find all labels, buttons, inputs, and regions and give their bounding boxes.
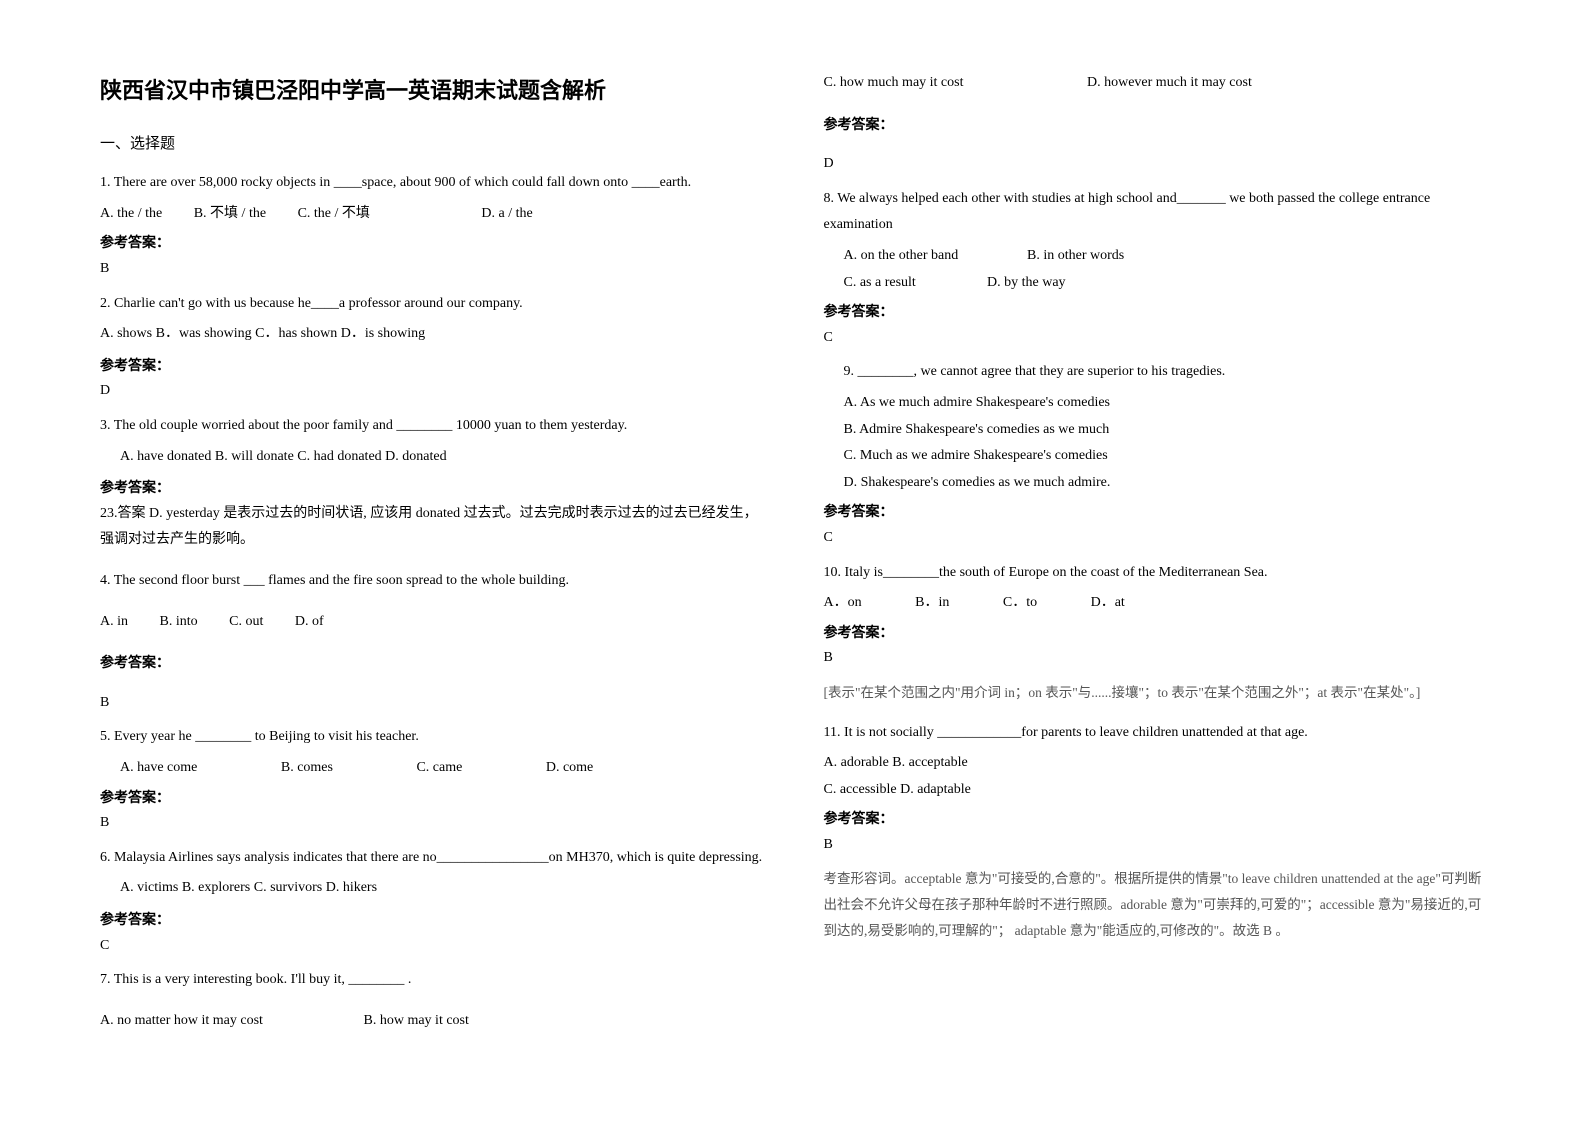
q1-opt-b: B. 不填 / the [194, 201, 266, 228]
q4-opt-c: C. out [229, 609, 263, 636]
q8-opt-b: B. in other words [1027, 248, 1124, 263]
q5-opt-b: B. comes [281, 755, 333, 782]
q7-opt-b: B. how may it cost [364, 1013, 469, 1028]
q11-stem: 11. It is not socially ____________for p… [824, 720, 1488, 747]
q5-opt-a: A. have come [100, 755, 197, 782]
q1-opt-c: C. the / 不填 [298, 201, 370, 228]
answer-label: 参考答案： [824, 498, 1488, 525]
q1-opt-a: A. the / the [100, 201, 162, 228]
q1-answer: B [100, 256, 764, 283]
section-heading: 一、选择题 [100, 130, 764, 159]
q5-stem: 5. Every year he ________ to Beijing to … [100, 724, 764, 751]
answer-label: 参考答案： [824, 298, 1488, 325]
q7-opt-c: C. how much may it cost [824, 70, 1084, 97]
q9-opt-b: B. Admire Shakespeare's comedies as we m… [824, 417, 1488, 444]
answer-label: 参考答案： [100, 474, 764, 501]
q6-answer: C [100, 933, 764, 960]
q7-answer: D [824, 151, 1488, 178]
q11-options-row2: C. accessible D. adaptable [824, 777, 1488, 804]
q11-options-row1: A. adorable B. acceptable [824, 750, 1488, 777]
q9-opt-a: A. As we much admire Shakespeare's comed… [824, 390, 1488, 417]
q10-stem: 10. Italy is________the south of Europe … [824, 560, 1488, 587]
q9-answer: C [824, 525, 1488, 552]
q2-answer: D [100, 378, 764, 405]
q7-opt-d: D. however much it may cost [1087, 75, 1252, 90]
q5-opt-d: D. come [546, 755, 593, 782]
answer-label: 参考答案： [100, 784, 764, 811]
answer-label: 参考答案： [100, 906, 764, 933]
q8-opt-d: D. by the way [987, 275, 1066, 290]
left-column: 陕西省汉中市镇巴泾阳中学高一英语期末试题含解析 一、选择题 1. There a… [100, 70, 764, 1082]
q2-options: A. shows B．was showing C．has shown D．is … [100, 321, 764, 348]
q1-opt-d: D. a / the [481, 201, 532, 228]
q1-options: A. the / the B. 不填 / the C. the / 不填 D. … [100, 201, 764, 228]
q4-opt-a: A. in [100, 609, 128, 636]
q8-stem: 8. We always helped each other with stud… [824, 186, 1488, 239]
q8-options-row2: C. as a result D. by the way [824, 270, 1488, 297]
q8-answer: C [824, 325, 1488, 352]
answer-label: 参考答案： [100, 649, 764, 676]
q6-stem: 6. Malaysia Airlines says analysis indic… [100, 845, 764, 872]
q10-opt-d: D．at [1091, 590, 1125, 617]
q9-opt-d: D. Shakespeare's comedies as we much adm… [824, 470, 1488, 497]
right-column: C. how much may it cost D. however much … [824, 70, 1488, 1082]
q7-stem: 7. This is a very interesting book. I'll… [100, 967, 764, 994]
q10-opt-c: C．to [1003, 590, 1037, 617]
answer-label: 参考答案： [824, 805, 1488, 832]
q2-stem: 2. Charlie can't go with us because he__… [100, 291, 764, 318]
q10-opt-b: B．in [915, 590, 949, 617]
q3-answer: 23.答案 D. yesterday 是表示过去的时间状语, 应该用 donat… [100, 501, 764, 554]
q4-options: A. in B. into C. out D. of [100, 609, 764, 636]
q3-stem: 3. The old couple worried about the poor… [100, 413, 764, 440]
q11-explain: 考查形容词。acceptable 意为"可接受的,合意的"。根据所提供的情景"t… [824, 866, 1488, 943]
q7-options-row2: C. how much may it cost D. however much … [824, 70, 1488, 97]
q9-stem: 9. ________, we cannot agree that they a… [824, 359, 1488, 386]
q6-options: A. victims B. explorers C. survivors D. … [100, 875, 764, 902]
q5-opt-c: C. came [416, 755, 462, 782]
q7-options-row1: A. no matter how it may cost B. how may … [100, 1008, 764, 1035]
answer-label: 参考答案： [100, 229, 764, 256]
q5-options: A. have come B. comes C. came D. come [100, 755, 764, 782]
q10-opt-a: A．on [824, 590, 862, 617]
q11-answer: B [824, 832, 1488, 859]
q4-opt-d: D. of [295, 609, 324, 636]
q8-options-row1: A. on the other band B. in other words [824, 243, 1488, 270]
q1-stem: 1. There are over 58,000 rocky objects i… [100, 170, 764, 197]
answer-label: 参考答案： [824, 111, 1488, 138]
q4-opt-b: B. into [160, 609, 198, 636]
q10-answer: B [824, 645, 1488, 672]
q4-stem: 4. The second floor burst ___ flames and… [100, 568, 764, 595]
q3-options: A. have donated B. will donate C. had do… [100, 444, 764, 471]
answer-label: 参考答案： [100, 352, 764, 379]
doc-title: 陕西省汉中市镇巴泾阳中学高一英语期末试题含解析 [100, 70, 764, 112]
q5-answer: B [100, 810, 764, 837]
q8-opt-c: C. as a result [844, 270, 984, 297]
q10-options: A．on B．in C．to D．at [824, 590, 1488, 617]
answer-label: 参考答案： [824, 619, 1488, 646]
q10-explain: [表示"在某个范围之内"用介词 in；on 表示"与......接壤"；to 表… [824, 680, 1488, 706]
q9-opt-c: C. Much as we admire Shakespeare's comed… [824, 443, 1488, 470]
q4-answer: B [100, 690, 764, 717]
q8-opt-a: A. on the other band [844, 243, 1024, 270]
q7-opt-a: A. no matter how it may cost [100, 1008, 360, 1035]
